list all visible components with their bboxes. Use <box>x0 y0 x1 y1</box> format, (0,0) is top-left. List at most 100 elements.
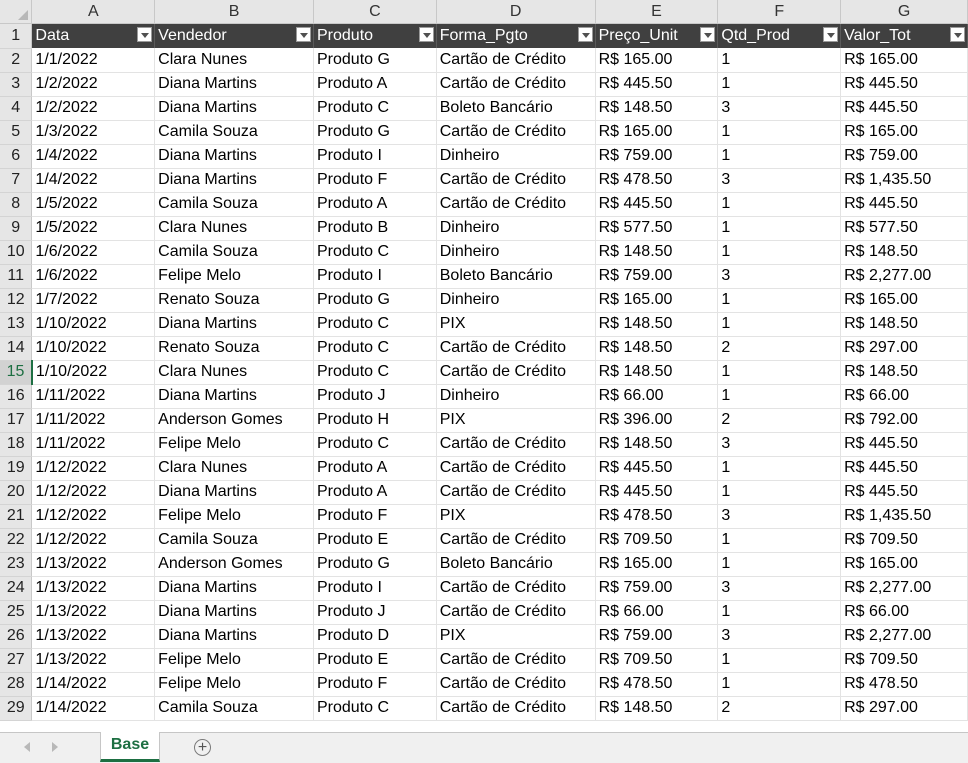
cell-qtd-prod[interactable]: 1 <box>717 288 842 313</box>
row-header[interactable]: 23 <box>0 552 33 577</box>
cell-valor-tot[interactable]: R$ 577.50 <box>840 216 968 241</box>
row-header[interactable]: 4 <box>0 96 33 121</box>
cell-produto[interactable]: Produto C <box>313 432 437 457</box>
cell-preco-unit[interactable]: R$ 148.50 <box>595 312 719 337</box>
row-header[interactable]: 28 <box>0 672 33 697</box>
cell-preco-unit[interactable]: R$ 165.00 <box>595 288 719 313</box>
cell-produto[interactable]: Produto H <box>313 408 437 433</box>
cell-forma-pgto[interactable]: Dinheiro <box>436 384 596 409</box>
cell-qtd-prod[interactable]: 3 <box>717 432 842 457</box>
cell-data[interactable]: 1/13/2022 <box>31 624 156 649</box>
cell-valor-tot[interactable]: R$ 2,277.00 <box>840 624 968 649</box>
row-header[interactable]: 9 <box>0 216 33 241</box>
cell-produto[interactable]: Produto F <box>313 672 437 697</box>
cell-preco-unit[interactable]: R$ 478.50 <box>595 672 719 697</box>
column-header-b[interactable]: B <box>154 0 314 24</box>
filter-dropdown-icon[interactable] <box>577 27 593 42</box>
row-header[interactable]: 11 <box>0 264 33 289</box>
cell-qtd-prod[interactable]: 3 <box>717 264 842 289</box>
cell-valor-tot[interactable]: R$ 148.50 <box>840 240 968 265</box>
row-header[interactable]: 27 <box>0 648 33 673</box>
cell-qtd-prod[interactable]: 1 <box>717 312 842 337</box>
cell-preco-unit[interactable]: R$ 445.50 <box>595 72 719 97</box>
row-header[interactable]: 10 <box>0 240 33 265</box>
cell-forma-pgto[interactable]: Cartão de Crédito <box>436 528 596 553</box>
cell-forma-pgto[interactable]: PIX <box>436 624 596 649</box>
cell-vendedor[interactable]: Felipe Melo <box>154 504 314 529</box>
cell-qtd-prod[interactable]: 1 <box>717 456 842 481</box>
cell-forma-pgto[interactable]: Boleto Bancário <box>436 552 596 577</box>
cell-forma-pgto[interactable]: Cartão de Crédito <box>436 192 596 217</box>
cell-data[interactable]: 1/12/2022 <box>31 480 156 505</box>
cell-produto[interactable]: Produto A <box>313 192 437 217</box>
cell-preco-unit[interactable]: R$ 445.50 <box>595 456 719 481</box>
cell-produto[interactable]: Produto C <box>313 696 437 721</box>
header-cell-preco-unit[interactable]: Preço_Unit <box>595 23 719 48</box>
cell-vendedor[interactable]: Diana Martins <box>154 600 314 625</box>
cell-valor-tot[interactable]: R$ 148.50 <box>840 360 968 385</box>
cell-forma-pgto[interactable]: Boleto Bancário <box>436 264 596 289</box>
filter-dropdown-icon[interactable] <box>137 27 153 42</box>
cell-valor-tot[interactable]: R$ 709.50 <box>840 648 968 673</box>
scroll-tabs-right-icon[interactable] <box>52 742 58 752</box>
cell-forma-pgto[interactable]: Cartão de Crédito <box>436 48 596 73</box>
cell-data[interactable]: 1/11/2022 <box>31 408 156 433</box>
cell-preco-unit[interactable]: R$ 148.50 <box>595 432 719 457</box>
cell-produto[interactable]: Produto C <box>313 360 437 385</box>
cell-data[interactable]: 1/10/2022 <box>31 336 156 361</box>
cell-data[interactable]: 1/14/2022 <box>31 696 156 721</box>
column-header-g[interactable]: G <box>840 0 968 24</box>
header-cell-forma-pgto[interactable]: Forma_Pgto <box>436 23 596 48</box>
cell-vendedor[interactable]: Clara Nunes <box>154 456 314 481</box>
cell-qtd-prod[interactable]: 1 <box>717 528 842 553</box>
select-all-corner[interactable] <box>0 0 33 24</box>
cell-forma-pgto[interactable]: Cartão de Crédito <box>436 672 596 697</box>
filter-dropdown-icon[interactable] <box>296 27 311 42</box>
cell-qtd-prod[interactable]: 1 <box>717 672 842 697</box>
cell-forma-pgto[interactable]: Dinheiro <box>436 288 596 313</box>
cell-qtd-prod[interactable]: 1 <box>717 120 842 145</box>
row-header[interactable]: 1 <box>0 23 33 49</box>
cell-vendedor[interactable]: Camila Souza <box>154 120 314 145</box>
row-header[interactable]: 12 <box>0 288 33 313</box>
cell-forma-pgto[interactable]: Boleto Bancário <box>436 96 596 121</box>
cell-preco-unit[interactable]: R$ 148.50 <box>595 240 719 265</box>
row-header[interactable]: 8 <box>0 192 33 217</box>
cell-produto[interactable]: Produto C <box>313 312 437 337</box>
cell-data[interactable]: 1/10/2022 <box>31 312 156 337</box>
cell-data[interactable]: 1/5/2022 <box>31 216 156 241</box>
cell-produto[interactable]: Produto G <box>313 288 437 313</box>
cell-vendedor[interactable]: Felipe Melo <box>154 648 314 673</box>
row-header[interactable]: 3 <box>0 72 33 97</box>
cell-data[interactable]: 1/13/2022 <box>31 576 156 601</box>
cell-vendedor[interactable]: Diana Martins <box>154 144 314 169</box>
cell-data[interactable]: 1/13/2022 <box>31 552 156 577</box>
column-header-a[interactable]: A <box>31 0 156 24</box>
cell-forma-pgto[interactable]: PIX <box>436 312 596 337</box>
filter-dropdown-icon[interactable] <box>823 27 839 42</box>
cell-forma-pgto[interactable]: Cartão de Crédito <box>436 648 596 673</box>
cell-vendedor[interactable]: Felipe Melo <box>154 672 314 697</box>
cell-valor-tot[interactable]: R$ 297.00 <box>840 336 968 361</box>
row-header[interactable]: 15 <box>0 360 33 385</box>
column-header-d[interactable]: D <box>436 0 596 24</box>
cell-forma-pgto[interactable]: Dinheiro <box>436 216 596 241</box>
cell-preco-unit[interactable]: R$ 478.50 <box>595 168 719 193</box>
cell-forma-pgto[interactable]: Cartão de Crédito <box>436 72 596 97</box>
row-header[interactable]: 13 <box>0 312 33 337</box>
cell-data[interactable]: 1/12/2022 <box>31 456 156 481</box>
cell-forma-pgto[interactable]: Cartão de Crédito <box>436 576 596 601</box>
cell-preco-unit[interactable]: R$ 759.00 <box>595 264 719 289</box>
cell-valor-tot[interactable]: R$ 165.00 <box>840 552 968 577</box>
sheet-tab-base[interactable]: Base <box>100 732 160 762</box>
filter-dropdown-icon[interactable] <box>418 27 434 42</box>
cell-produto[interactable]: Produto I <box>313 576 437 601</box>
filter-dropdown-icon[interactable] <box>950 27 965 42</box>
row-header[interactable]: 5 <box>0 120 33 145</box>
cell-preco-unit[interactable]: R$ 478.50 <box>595 504 719 529</box>
header-cell-qtd-prod[interactable]: Qtd_Prod <box>717 23 842 48</box>
cell-data[interactable]: 1/11/2022 <box>31 432 156 457</box>
header-cell-vendedor[interactable]: Vendedor <box>154 23 314 48</box>
cell-data[interactable]: 1/4/2022 <box>31 144 156 169</box>
cell-vendedor[interactable]: Clara Nunes <box>154 48 314 73</box>
